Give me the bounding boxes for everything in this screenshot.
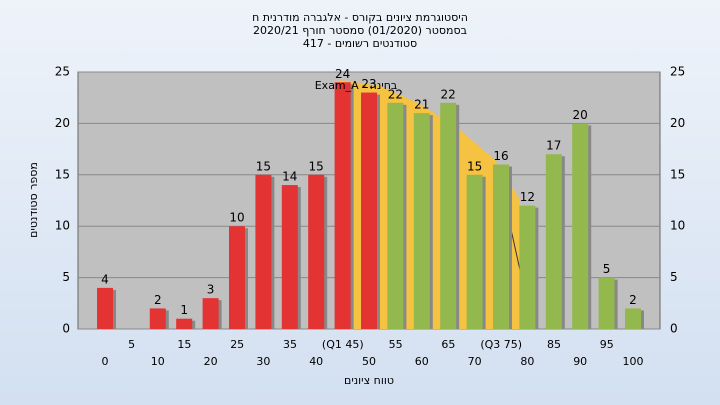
bar (255, 174, 272, 329)
y2-tick-label: 20 (670, 116, 685, 130)
bar (413, 113, 430, 330)
data-label: 2 (629, 293, 637, 307)
bar (440, 102, 457, 329)
bar (361, 92, 377, 329)
bar (387, 102, 404, 329)
bar (598, 277, 615, 329)
bar (229, 226, 245, 329)
y2-tick-label: 15 (670, 167, 685, 181)
data-label: 10 (229, 211, 244, 225)
x-tick-label: 10 (151, 355, 165, 368)
bar (308, 174, 325, 329)
bar (176, 318, 193, 329)
data-label: 21 (414, 98, 429, 112)
data-label: 23 (361, 77, 376, 91)
data-label: 22 (388, 87, 403, 101)
x-tick-label: 60 (415, 355, 429, 368)
y-tick-label: 25 (55, 65, 70, 79)
bar (149, 308, 166, 329)
data-label: 14 (282, 170, 297, 184)
x-tick-label: 70 (468, 355, 482, 368)
bar (202, 298, 219, 329)
bar (572, 123, 589, 330)
bar (334, 82, 351, 329)
data-label: 2 (154, 293, 162, 307)
data-label: 12 (520, 190, 535, 204)
x-tick-label: 35 (283, 338, 297, 351)
bar (97, 287, 113, 329)
data-label: 4 (101, 272, 109, 286)
chart-subtitle: בסמסטר (01/2020) סמסטר חורף 2020/21 (253, 24, 467, 37)
y-tick-label: 15 (55, 167, 70, 181)
data-label: 15 (256, 159, 271, 173)
x-axis-label: טווח ציונים (344, 374, 394, 387)
x-tick-label: 40 (309, 355, 323, 368)
x-tick-label: 5 (128, 338, 135, 351)
data-label: 5 (603, 262, 611, 276)
data-label: 16 (493, 149, 508, 163)
y2-tick-label: 25 (670, 65, 685, 79)
x-tick-label: 0 (102, 355, 109, 368)
data-label: 15 (309, 159, 324, 173)
y2-tick-label: 5 (670, 270, 678, 284)
x-tick-label: (Q3 75) (480, 338, 522, 351)
x-tick-label: 50 (362, 355, 376, 368)
x-tick-label: 25 (230, 338, 244, 351)
bar (281, 185, 298, 329)
y2-tick-label: 0 (670, 322, 678, 336)
y-tick-label: 20 (55, 116, 70, 130)
data-label: 22 (441, 87, 456, 101)
y2-tick-label: 10 (670, 219, 685, 233)
x-tick-label: 85 (547, 338, 561, 351)
y-axis-label: מספר סטודנטים (27, 162, 40, 238)
x-tick-label: 90 (573, 355, 587, 368)
x-tick-label: (Q1 45) (322, 338, 364, 351)
y-tick-label: 0 (62, 322, 70, 336)
x-tick-label: 65 (441, 338, 455, 351)
x-tick-label: 80 (520, 355, 534, 368)
x-tick-label: 55 (389, 338, 403, 351)
annotation: בחינה - Exam_A (315, 79, 398, 92)
bar (625, 308, 641, 329)
x-tick-label: 30 (256, 355, 270, 368)
bar (466, 174, 483, 329)
data-label: 24 (335, 67, 350, 81)
bar (493, 164, 509, 329)
bar (545, 154, 562, 329)
y-tick-label: 5 (62, 270, 70, 284)
y-tick-label: 10 (55, 219, 70, 233)
x-tick-label: 100 (623, 355, 644, 368)
x-tick-label: 95 (600, 338, 614, 351)
chart-subtitle: סטודנטים רשומים - 417 (303, 37, 417, 50)
data-label: 17 (546, 139, 561, 153)
data-label: 1 (180, 303, 188, 317)
x-tick-label: 15 (177, 338, 191, 351)
chart-title: היסטוגרמת ציונים בקורס - אלגברה מודרנית … (252, 11, 468, 24)
x-tick-label: 20 (204, 355, 218, 368)
data-label: 20 (573, 108, 588, 122)
data-label: 3 (207, 283, 215, 297)
bar (519, 205, 536, 329)
data-label: 15 (467, 159, 482, 173)
